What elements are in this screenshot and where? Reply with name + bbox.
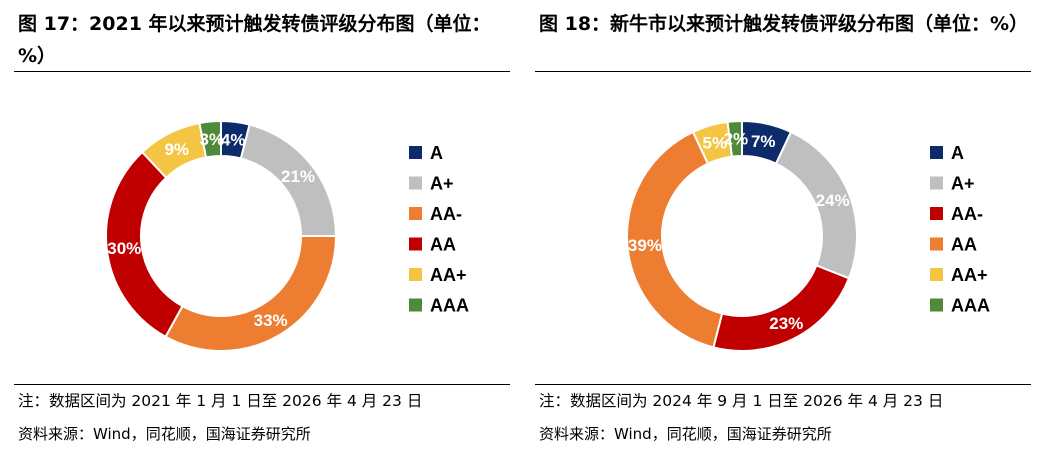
slice-value-label: 3% [200, 130, 225, 149]
donut-slice-aaminus [712, 264, 851, 352]
legend-label: A [951, 143, 964, 163]
legend-swatch [409, 176, 422, 190]
legend-swatch [930, 207, 943, 220]
legend-swatch [409, 237, 422, 251]
slice-value-label: 5% [703, 133, 728, 152]
slice-value-label: 9% [164, 140, 189, 159]
legend-swatch [409, 268, 422, 281]
figure-title: 图 18：新牛市以来预计触发转债评级分布图（单位：%） [539, 13, 1029, 35]
donut-slice-aa [626, 130, 724, 349]
slice-value-label: 39% [628, 236, 662, 255]
figure-panel-17: 图 17：2021 年以来预计触发转债评级分布图（单位：%） 4% 21% 33% 3… [14, 0, 510, 450]
legend-swatch [930, 268, 943, 281]
donut-slice-aaa [198, 119, 222, 159]
legend-swatch [930, 298, 943, 312]
slice-value-label: 7% [751, 132, 776, 151]
figure-panel-18: 图 18：新牛市以来预计触发转债评级分布图（单位：%） 7% 24% 23% 39% 5… [535, 0, 1031, 450]
legend-label: AA+ [430, 265, 467, 285]
legend-label: AA [430, 235, 456, 255]
legend-swatch [409, 146, 422, 159]
legend-swatch [409, 207, 422, 220]
legend-swatch [930, 176, 943, 190]
legend-label: AA- [951, 204, 983, 224]
slice-value-label: 4% [221, 130, 246, 149]
legend-label: A+ [430, 174, 454, 194]
slice-value-label: 23% [769, 314, 803, 333]
legend-label: AA [951, 235, 977, 255]
figure-note: 注：数据区间为 2021 年 1 月 1 日至 2026 年 4 月 23 日 [18, 392, 423, 410]
legend-label: AA+ [951, 265, 988, 285]
figure-note: 注：数据区间为 2024 年 9 月 1 日至 2026 年 4 月 23 日 [539, 392, 944, 410]
donut-slice-aaminus [164, 235, 338, 352]
legend-label: AA- [430, 204, 462, 224]
slice-value-label: 2% [724, 130, 749, 149]
slice-value-label: 33% [254, 311, 288, 330]
legend-swatch [930, 237, 943, 251]
slice-value-label: 21% [281, 167, 315, 186]
donut-slice-aaa [726, 119, 743, 158]
title-rule [14, 71, 510, 72]
title-rule [535, 71, 1031, 72]
legend-label: AAA [430, 296, 469, 316]
slice-value-label: 30% [107, 239, 141, 258]
footer-rule [535, 384, 1031, 385]
footer-rule [14, 384, 510, 385]
legend-label: A+ [951, 174, 975, 194]
figure-title: 图 17：2021 年以来预计触发转债评级分布图（单位：%） [18, 13, 491, 67]
legend-swatch [409, 298, 422, 312]
legend-label: A [430, 143, 443, 163]
figure-source: 资料来源：Wind，同花顺，国海证券研究所 [18, 425, 311, 443]
legend-swatch [930, 146, 943, 159]
slice-value-label: 24% [816, 191, 850, 210]
figure-source: 资料来源：Wind，同花顺，国海证券研究所 [539, 425, 832, 443]
legend-label: AAA [951, 296, 990, 316]
